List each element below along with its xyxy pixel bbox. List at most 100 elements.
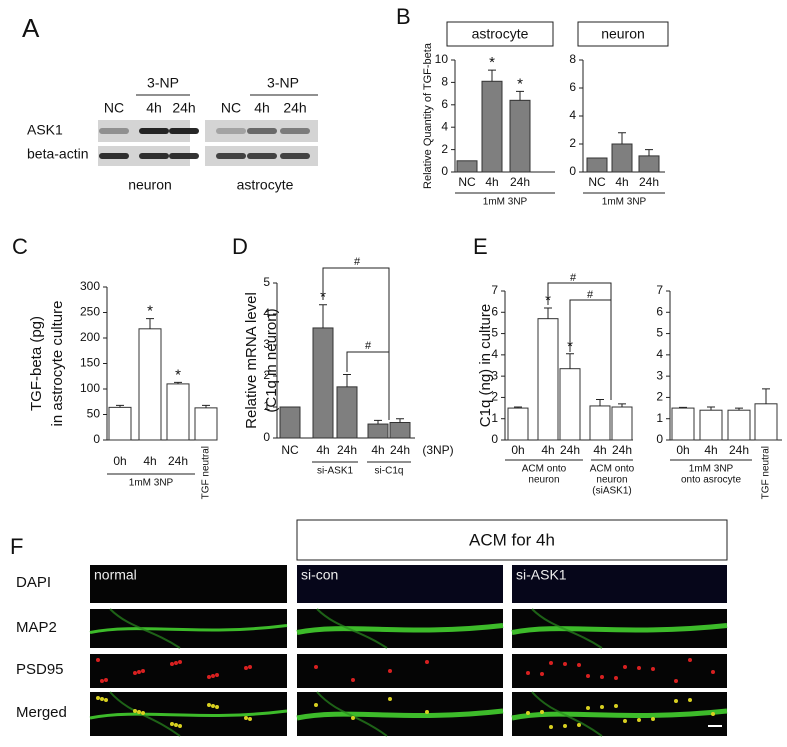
comparison-mark: # (570, 272, 577, 284)
x-tick-label: 24h (337, 443, 357, 457)
row-label: MAP2 (16, 619, 57, 636)
x-tick-label: 24h (639, 175, 659, 189)
y-tick-label: 7 (656, 283, 663, 297)
bar (589, 405, 611, 441)
puncta (96, 658, 100, 662)
micrograph (90, 565, 287, 603)
x-tick-label: 24h (510, 175, 530, 189)
y-tick-label: 3 (491, 368, 498, 382)
y-tick-label: 4 (569, 108, 576, 122)
bar (194, 407, 218, 441)
blot-band (139, 153, 169, 159)
bar (456, 160, 478, 173)
y-tick-label: 0 (656, 432, 663, 446)
dendrite (89, 624, 288, 634)
y-axis-label: (C1q in neuron) (263, 308, 280, 412)
y-tick-label: 6 (656, 304, 663, 318)
puncta (526, 711, 530, 715)
y-tick-label: 300 (80, 279, 100, 293)
dendrite (296, 623, 504, 635)
error-bar (707, 406, 715, 411)
blot-band (247, 128, 277, 134)
lane-label: NC (104, 100, 124, 116)
bar (138, 328, 162, 441)
dendrite-branch (316, 691, 388, 737)
puncta (623, 719, 627, 723)
bar (108, 406, 132, 441)
bar (611, 406, 633, 441)
error-bar (488, 69, 496, 82)
treatment-label: 3-NP (267, 75, 299, 91)
significance-mark: * (517, 75, 523, 92)
micrograph (512, 565, 727, 603)
puncta (170, 662, 174, 666)
y-tick-label: 3 (263, 337, 270, 351)
y-tick-label: 250 (80, 305, 100, 319)
puncta (388, 697, 392, 701)
bar (699, 409, 723, 441)
panel-label: E (473, 234, 488, 259)
puncta (104, 698, 108, 702)
puncta (248, 665, 252, 669)
puncta (314, 665, 318, 669)
row-label: PSD95 (16, 661, 64, 678)
puncta (137, 710, 141, 714)
y-tick-label: 2 (263, 368, 270, 382)
panel-label: A (22, 13, 40, 43)
error-bar (146, 318, 154, 329)
panel-label: F (10, 534, 23, 559)
puncta (100, 679, 104, 683)
row-label: DAPI (16, 574, 51, 591)
error-bar (319, 304, 327, 328)
y-tick-label: 100 (80, 381, 100, 395)
y-tick-label: 6 (569, 80, 576, 94)
bar (507, 407, 529, 441)
bar (312, 327, 334, 439)
error-bar (116, 404, 124, 408)
y-tick-label: 2 (569, 136, 576, 150)
micrograph (90, 654, 287, 688)
comparison-bracket (569, 299, 611, 352)
dendrite (511, 623, 728, 635)
x-tick-label: NC (281, 443, 299, 457)
puncta (623, 665, 627, 669)
group-label: 1mM 3NP (689, 464, 734, 475)
puncta (425, 710, 429, 714)
y-tick-label: 6 (441, 97, 448, 111)
puncta (688, 658, 692, 662)
x-tick-label: 4h (704, 443, 717, 457)
bar (389, 422, 411, 439)
blot-band (99, 153, 129, 159)
puncta (96, 696, 100, 700)
y-tick-label: 4 (263, 306, 270, 320)
blot-band (169, 128, 199, 134)
y-tick-label: 7 (491, 283, 498, 297)
error-bar (645, 149, 653, 156)
puncta (674, 679, 678, 683)
x-tick-label: 0h (113, 454, 126, 468)
error-bar (735, 407, 743, 411)
puncta (351, 678, 355, 682)
puncta (351, 716, 355, 720)
puncta (600, 675, 604, 679)
bar (671, 407, 695, 441)
y-tick-label: 5 (263, 275, 270, 289)
puncta (549, 725, 553, 729)
dendrite-branch (531, 691, 603, 737)
x-tick-label: 4h (541, 443, 554, 457)
column-label: si-ASK1 (516, 567, 567, 583)
y-tick-label: 150 (80, 356, 100, 370)
y-tick-label: 1 (263, 399, 270, 413)
treatment-label: 3-NP (147, 75, 179, 91)
lane-label: 24h (172, 100, 195, 116)
error-bar (618, 403, 626, 408)
blot-band (216, 153, 246, 159)
puncta (637, 666, 641, 670)
puncta (215, 705, 219, 709)
puncta (563, 724, 567, 728)
x-tick-label: TGF neutral (201, 446, 212, 499)
error-bar (516, 90, 524, 101)
y-axis-label: Relative mRNA level (243, 292, 260, 429)
cell-type-label: neuron (128, 177, 172, 193)
title-box (577, 21, 669, 47)
